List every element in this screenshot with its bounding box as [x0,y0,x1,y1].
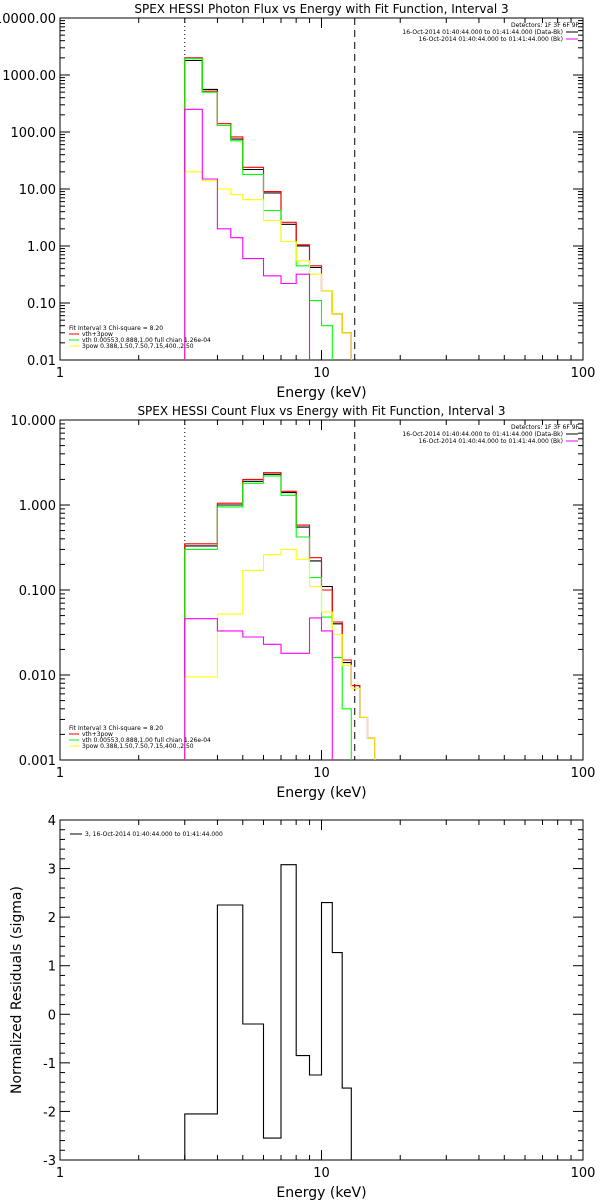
legend-bottom-entry: 3pow 0.388,1.50,7.50,7.15,400.,2.50 [82,743,194,750]
y-axis-label: Normalized Residuals (sigma) [9,886,25,1094]
x-tick-label: 100 [571,1166,596,1181]
legend-top-entry: 16-Oct-2014 01:40:44.000 to 01:41:44.000… [402,431,563,438]
series-2-histogram [184,475,352,760]
legend-top-entry: 16-Oct-2014 01:40:44.000 to 01:41:44.000… [419,438,563,445]
y-tick-label: 0.10 [27,297,56,312]
series-2-histogram [184,57,333,360]
x-tick-label: 10 [313,1166,330,1181]
x-tick-label: 10 [313,766,330,781]
y-tick-label: -1 [43,1057,56,1072]
series-0-histogram [184,473,376,760]
y-tick-label: 10.000 [11,414,57,429]
y-tick-label: 0 [48,1008,56,1023]
legend-bottom-entry: vth 0.00553,0.888,1.00 full chian 1.26e-… [82,737,211,744]
y-tick-label: -2 [43,1105,56,1120]
y-tick-label: 10000.00 [0,12,56,27]
y-tick-label: 0.100 [19,584,56,599]
x-tick-label: 100 [571,766,596,781]
x-axis-label: Energy (keV) [276,1185,366,1200]
legend-bottom-title: Fit Interval 3 Chi-square = 8.20 [69,325,163,332]
legend-top-title: Detectors: 1F 3F 6F 9F [511,424,580,431]
y-tick-label: 3 [48,863,56,878]
y-tick-label: -3 [43,1154,56,1169]
y-tick-label: 4 [48,814,56,829]
x-axis-label: Energy (keV) [276,785,366,801]
legend-top-entry: 16-Oct-2014 01:40:44.000 to 01:41:44.000… [419,36,563,43]
legend-top-title: Detectors: 1F 3F 6F 9F [511,22,580,29]
legend-bottom-entry: vth+3pow [82,331,113,338]
series-1-histogram [184,57,352,360]
x-axis-label: Energy (keV) [276,385,366,401]
y-tick-label: 100.00 [11,126,57,141]
x-tick-label: 1 [56,366,64,381]
y-tick-label: 1 [48,960,56,975]
chart-title: SPEX HESSI Photon Flux vs Energy with Fi… [134,2,508,16]
y-tick-label: 0.001 [19,754,56,769]
chart-title: SPEX HESSI Count Flux vs Energy with Fit… [137,404,505,418]
legend-bottom-title: Fit Interval 3 Chi-square = 8.20 [69,725,163,732]
y-tick-label: 0.01 [27,354,56,369]
y-tick-label: 1000.00 [2,69,56,84]
y-tick-label: 10.00 [19,183,56,198]
series-1-histogram [184,472,376,760]
legend-bottom-entry: 3pow 0.388,1.50,7.50,7.15,400.,2.50 [82,343,194,350]
x-tick-label: 10 [313,366,330,381]
legend-bottom-entry: vth 0.00553,0.888,1.00 full chian 1.26e-… [82,337,211,344]
y-tick-label: 1.00 [27,240,56,255]
y-tick-label: 2 [48,911,56,926]
series-0-histogram [184,864,352,1160]
series-3-histogram [184,548,376,760]
x-tick-label: 100 [571,366,596,381]
legend-bottom-entry: vth+3pow [82,731,113,738]
x-tick-label: 1 [56,766,64,781]
x-tick-label: 1 [56,1166,64,1181]
series-4-histogram [184,617,333,760]
legend-top-entry: 16-Oct-2014 01:40:44.000 to 01:41:44.000… [402,29,563,36]
series-4-histogram [184,108,311,360]
series-3-histogram [184,171,352,360]
y-tick-label: 0.010 [19,669,56,684]
legend-entry: 3, 16-Oct-2014 01:40:44.000 to 01:41:44.… [85,831,223,838]
y-tick-label: 1.000 [19,499,56,514]
